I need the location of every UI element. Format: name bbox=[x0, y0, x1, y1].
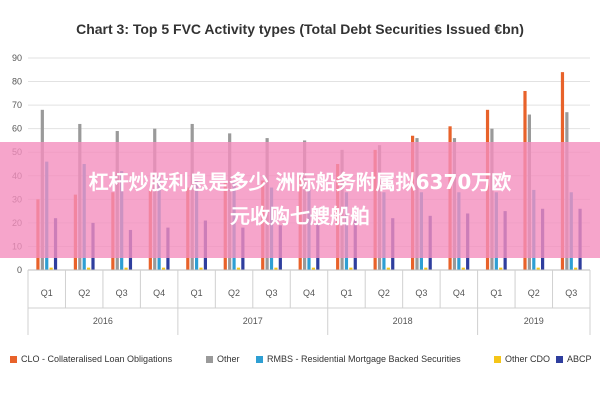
legend-label: Other bbox=[217, 354, 240, 364]
bar bbox=[574, 267, 578, 270]
overlay-banner-text: 杠杆炒股利息是多少 洲际船务附属拟6370万欧 元收购七艘船舶 bbox=[0, 165, 600, 233]
y-tick-label: 70 bbox=[12, 100, 22, 110]
x-tick-label: Q1 bbox=[191, 288, 203, 298]
x-tick-label: Q3 bbox=[565, 288, 577, 298]
legend-item: Other bbox=[206, 354, 240, 364]
bar bbox=[199, 267, 203, 270]
x-tick-label: Q2 bbox=[78, 288, 90, 298]
x-tick-label: Q3 bbox=[116, 288, 128, 298]
bar bbox=[274, 267, 278, 270]
bar bbox=[236, 267, 241, 270]
x-tick-label: Q4 bbox=[153, 288, 165, 298]
legend-swatch bbox=[494, 356, 501, 364]
overlay-banner bbox=[0, 142, 600, 258]
bar bbox=[87, 267, 91, 270]
legend-swatch bbox=[556, 356, 563, 364]
bar bbox=[386, 267, 390, 270]
chart-title: Chart 3: Top 5 FVC Activity types (Total… bbox=[76, 21, 524, 37]
legend-swatch bbox=[256, 356, 263, 364]
banner-line-1: 杠杆炒股利息是多少 洲际船务附属拟6370万欧 bbox=[88, 170, 512, 194]
legend-item: RMBS - Residential Mortgage Backed Secur… bbox=[256, 354, 461, 364]
y-tick-label: 60 bbox=[12, 124, 22, 134]
legend-swatch bbox=[206, 356, 213, 364]
chart-legend: CLO - Collateralised Loan Obligations Oth… bbox=[10, 354, 595, 372]
legend-swatch bbox=[10, 356, 17, 364]
x-tick-label: Q2 bbox=[528, 288, 540, 298]
bar bbox=[424, 267, 428, 270]
bar bbox=[536, 267, 540, 270]
legend-item: Other CDO bbox=[494, 354, 550, 364]
bar bbox=[49, 267, 53, 270]
legend-label: CLO - Collateralised Loan Obligations bbox=[21, 354, 173, 364]
x-tick-label: Q1 bbox=[340, 288, 352, 298]
bar bbox=[499, 267, 503, 270]
x-group-label: 2019 bbox=[524, 316, 544, 326]
bar bbox=[161, 267, 166, 270]
x-tick-label: Q2 bbox=[228, 288, 240, 298]
legend-label: Other CDO bbox=[505, 354, 551, 364]
bar bbox=[124, 267, 128, 270]
y-tick-label: 90 bbox=[12, 53, 22, 63]
x-axis: Q1 Q2 Q3 Q4 Q1 Q2 Q3 Q4 Q1 Q2 Q3 Q4 Q1 Q2 Q3 2016 2017 20… bbox=[27, 269, 591, 335]
x-tick-label: Q1 bbox=[490, 288, 502, 298]
x-tick-label: Q4 bbox=[453, 288, 465, 298]
x-group-label: 2018 bbox=[393, 316, 413, 326]
x-tick-label: Q3 bbox=[266, 288, 278, 298]
x-tick-label: Q3 bbox=[415, 288, 427, 298]
y-tick-label: 80 bbox=[12, 77, 22, 87]
bar bbox=[349, 267, 353, 270]
bar bbox=[311, 267, 315, 270]
bar bbox=[461, 267, 465, 270]
legend-label: ABCP bbox=[567, 354, 592, 364]
x-group-label: 2016 bbox=[93, 316, 113, 326]
legend-item: ABCP bbox=[556, 354, 592, 364]
x-tick-label: Q4 bbox=[303, 288, 315, 298]
x-tick-label: Q1 bbox=[41, 288, 53, 298]
y-tick-label: 0 bbox=[17, 265, 22, 275]
banner-line-2: 元收购七艘船舶 bbox=[230, 204, 370, 228]
legend-label: RMBS - Residential Mortgage Backed Secur… bbox=[267, 354, 461, 364]
x-group-label: 2017 bbox=[243, 316, 263, 326]
legend-item: CLO - Collateralised Loan Obligations bbox=[10, 354, 172, 364]
x-tick-label: Q2 bbox=[378, 288, 390, 298]
